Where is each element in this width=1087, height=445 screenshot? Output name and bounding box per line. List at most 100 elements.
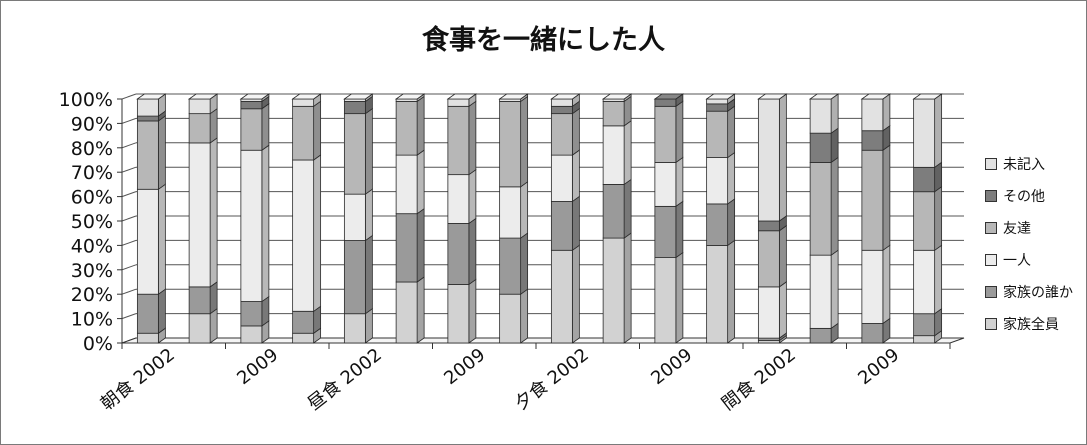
bar-segment — [136, 332, 159, 344]
bar-top — [343, 93, 374, 100]
legend-label: 未記入 — [1003, 157, 1045, 173]
legend-item: 未記入 — [985, 154, 1045, 173]
bar-side — [364, 107, 373, 195]
bar-segment — [861, 323, 884, 344]
y-tick-label: 30% — [71, 260, 113, 282]
bar-segment — [913, 191, 936, 251]
bar-segment — [550, 201, 573, 251]
bar-top — [912, 93, 943, 100]
bar-top — [601, 93, 633, 100]
grid-depth-line — [121, 313, 137, 320]
bar-segment — [188, 313, 211, 344]
legend-item: その他 — [985, 186, 1045, 205]
bar-segment — [654, 98, 677, 107]
bar-top — [498, 93, 529, 100]
bar-side — [623, 232, 632, 344]
bar-segment — [706, 157, 729, 205]
bar-side — [209, 107, 218, 144]
bar-side — [675, 200, 684, 259]
bar-segment — [757, 286, 780, 339]
bar-side — [623, 178, 632, 239]
bar-segment — [861, 98, 884, 132]
bar-top — [860, 93, 892, 100]
bar-segment — [136, 115, 159, 122]
x-tick-label: 間食 2002 — [718, 344, 800, 414]
bar-side — [468, 278, 477, 344]
bar-segment — [550, 98, 573, 107]
grid-depth-line — [121, 215, 137, 222]
bar-side — [675, 156, 684, 208]
bar-segment — [136, 293, 159, 334]
bar-segment — [913, 98, 936, 168]
bar-segment — [240, 101, 263, 110]
bar-segment — [395, 101, 418, 156]
bar-segment — [292, 98, 315, 107]
bar-side — [934, 93, 943, 169]
bar-side — [261, 144, 270, 303]
bar-segment — [602, 125, 625, 185]
bar-segment — [136, 188, 159, 295]
bar-segment — [913, 335, 936, 344]
y-tick-label: 60% — [71, 187, 113, 209]
bar-segment — [654, 205, 677, 259]
bar-segment — [292, 310, 315, 334]
bar-segment — [757, 220, 780, 232]
bar-side — [623, 120, 632, 186]
bar-side — [209, 307, 218, 344]
bar-segment — [292, 105, 315, 161]
legend-swatch — [985, 254, 997, 266]
legend-label: 家族の誰か — [1003, 285, 1073, 301]
bar-segment — [447, 98, 470, 107]
bar-side — [468, 217, 477, 286]
legend-swatch — [985, 286, 997, 298]
bar-top — [808, 93, 840, 100]
legend-item: 一人 — [985, 250, 1031, 269]
legend-swatch — [985, 190, 997, 202]
bar-side — [830, 249, 839, 330]
bar-side — [882, 144, 891, 252]
legend-swatch — [985, 222, 997, 234]
bar-side — [778, 224, 787, 288]
bar-top — [705, 93, 736, 100]
bar-side — [468, 168, 477, 225]
grid-depth-line — [121, 288, 137, 295]
bar-side — [520, 288, 529, 344]
bar-segment — [395, 213, 418, 283]
bar-segment — [706, 110, 729, 158]
bar-side — [934, 244, 943, 315]
y-tick-label: 80% — [71, 138, 113, 160]
y-tick-label: 0% — [83, 333, 113, 355]
bar-top — [239, 93, 271, 100]
bar-side — [778, 93, 787, 222]
bar-side — [364, 188, 373, 242]
bar-side — [520, 232, 529, 295]
bar-segment — [602, 101, 625, 127]
legend-label: 一人 — [1003, 253, 1031, 269]
bar-side — [261, 102, 270, 152]
grid-depth-line — [121, 191, 137, 198]
bar-side — [727, 151, 736, 205]
legend-label: その他 — [1003, 189, 1045, 205]
grid-depth-line — [121, 166, 137, 173]
bar-segment — [654, 105, 677, 163]
bar-segment — [188, 98, 211, 115]
bar-segment — [136, 98, 159, 117]
chart-title: 食事を一緒にした人 — [422, 25, 665, 56]
bar-segment — [809, 254, 832, 329]
y-tick-label: 40% — [71, 235, 113, 257]
bar-side — [571, 107, 580, 156]
bar-segment — [343, 101, 366, 115]
bar-segment — [240, 325, 263, 344]
bar-segment — [809, 98, 832, 134]
x-tick-label: 昼食 2002 — [304, 344, 386, 414]
grid-depth-line — [121, 117, 137, 124]
bar-segment — [343, 193, 366, 241]
bar-segment — [706, 203, 729, 246]
x-tick-label: 2009 — [440, 344, 489, 389]
bar-segment — [188, 113, 211, 144]
bar-segment — [447, 284, 470, 344]
bar-segment — [809, 327, 832, 344]
bar-top — [394, 93, 426, 100]
bar-side — [313, 154, 322, 313]
bar-side — [571, 149, 580, 203]
